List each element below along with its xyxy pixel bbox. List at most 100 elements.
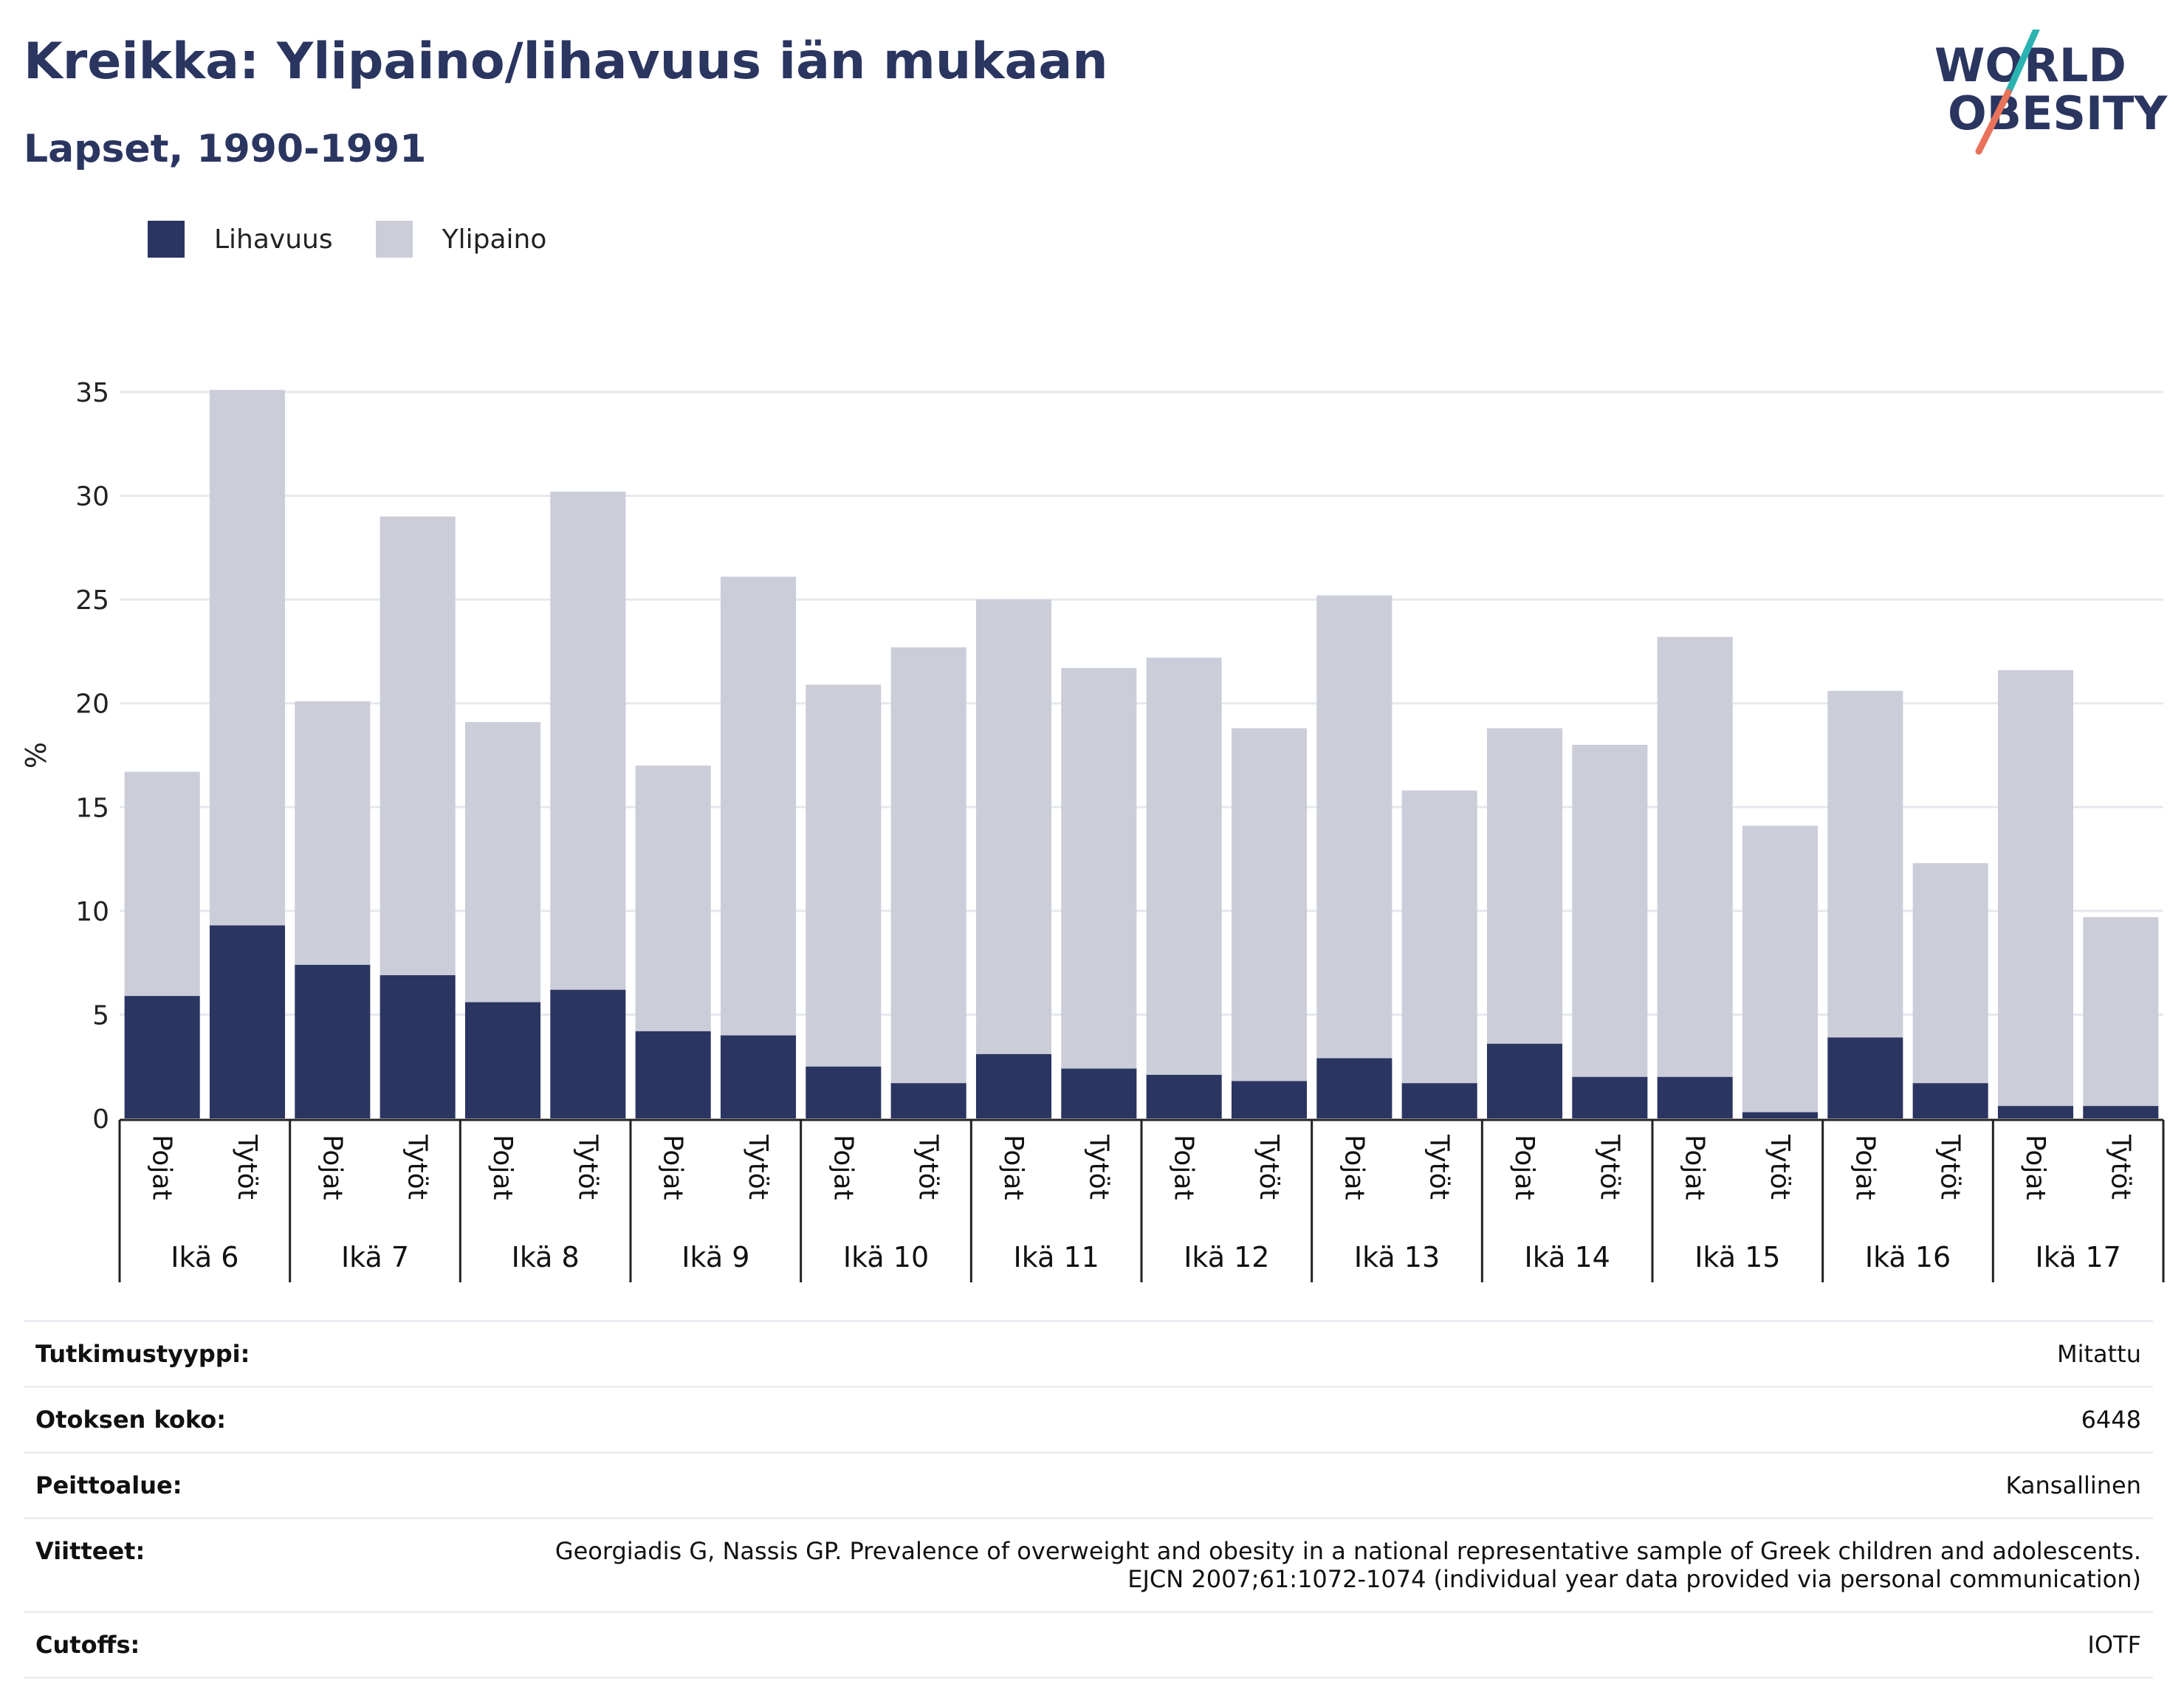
bar-overweight [1912,863,1988,1084]
x-subcategory-label: Pojat [998,1135,1029,1200]
bar-overweight [720,577,797,1036]
bar-overweight [635,766,711,1031]
x-subcategory-label: Tytöt [2105,1134,2135,1200]
y-tick-label: 0 [92,1104,109,1135]
x-subcategory-label: Tytöt [402,1134,433,1200]
x-group-label: Ikä 12 [1184,1241,1269,1273]
logo-stripe-teal [2005,30,2040,96]
y-tick-label: 35 [75,378,109,408]
x-subcategory-label: Tytöt [1935,1134,1965,1200]
bar-obesity [1827,1037,1903,1118]
x-subcategory-label: Pojat [828,1135,858,1200]
logo-stripe-coral [1975,89,2012,155]
bar-obesity [1912,1083,1988,1118]
bar-obesity [1997,1106,2074,1118]
bar-obesity [1572,1076,1648,1118]
bar-overweight [1401,790,1477,1084]
bar-obesity [975,1053,1052,1118]
bar-overweight [1316,595,1393,1059]
details-label: Otoksen koko: [35,1406,227,1434]
details-label: Peittoalue: [35,1471,182,1499]
bar-overweight [890,647,966,1084]
details-label: Viitteet: [35,1537,145,1565]
details-row-coverage: Peittoalue: Kansallinen [24,1451,2153,1517]
world-obesity-logo: WORLD OBESITY [1934,30,2168,155]
x-subcategory-label: Tytöt [232,1134,262,1200]
details-row-cutoffs: Cutoffs: IOTF [24,1611,2153,1679]
bar-overweight [380,516,456,976]
bar-obesity [1486,1043,1563,1118]
legend-item-overweight: Ylipaino [375,221,547,258]
stacked-bar-chart: 0 5 10 15 20 25 30 35% Pojat Tytöt Pojat Tytöt Pojat… [20,378,2165,1282]
x-group-label: Ikä 9 [681,1241,749,1273]
x-subcategory-label: Tytöt [1424,1134,1455,1200]
y-tick-label: 5 [92,1000,109,1031]
bar-obesity [124,996,200,1118]
legend-label-obesity: Lihavuus [214,224,333,255]
x-group-label: Ikä 6 [171,1241,238,1273]
x-subcategory-label: Pojat [2020,1135,2050,1200]
legend-item-obesity: Lihavuus [148,221,333,258]
bar-overweight [2083,917,2159,1107]
bar-obesity [1657,1076,1733,1118]
x-subcategory-label: Pojat [658,1135,688,1200]
bar-obesity [1316,1058,1393,1118]
bar-overweight [1486,728,1563,1044]
x-group-label: Ikä 14 [1525,1241,1610,1273]
bar-overweight [295,701,371,965]
chart-legend: Lihavuus Ylipaino [148,219,589,260]
bar-obesity [209,925,286,1118]
x-group-label: Ikä 16 [1865,1241,1951,1273]
y-tick-label: 15 [75,793,109,823]
details-value: Mitattu [2056,1340,2141,1368]
bar-overweight [1742,825,1819,1113]
x-subcategory-label: Pojat [1509,1135,1539,1200]
bar-overweight [975,599,1052,1054]
bar-obesity [295,964,371,1118]
bar-obesity [550,989,626,1118]
x-subcategory-label: Tytöt [1254,1134,1284,1200]
x-subcategory-label: Pojat [1850,1135,1880,1200]
x-subcategory-label: Tytöt [572,1134,602,1200]
bar-overweight [1657,636,1733,1077]
bar-obesity [2083,1106,2159,1118]
y-axis-label: % [20,742,52,769]
bar-obesity [1742,1112,1819,1118]
legend-label-overweight: Ylipaino [442,224,547,255]
bar-overweight [550,491,626,990]
bar-obesity [720,1035,797,1118]
x-group-label: Ikä 17 [2036,1241,2121,1273]
chart-title: Kreikka: Ylipaino/lihavuus iän mukaan [24,32,1108,91]
bar-overweight [1827,690,1903,1038]
x-subcategory-label: Tytöt [743,1134,773,1200]
bar-obesity [1231,1081,1308,1118]
bar-overweight [1146,657,1222,1075]
y-tick-label: 30 [75,482,109,512]
chart-subtitle: Lapset, 1990-1991 [24,127,427,171]
x-subcategory-label: Tytöt [1594,1134,1624,1200]
x-group-label: Ikä 7 [341,1241,409,1273]
details-value: IOTF [2087,1631,2141,1659]
bar-overweight [1061,667,1137,1069]
x-subcategory-label: Tytöt [913,1134,944,1200]
study-details-table: Tutkimustyyppi: Mitattu Otoksen koko: 64… [24,1320,2153,1679]
bar-overweight [124,771,200,997]
bar-obesity [1146,1074,1222,1118]
x-group-label: Ikä 8 [512,1241,580,1273]
bar-overweight [464,722,541,1003]
details-row-study-type: Tutkimustyyppi: Mitattu [24,1320,2153,1386]
bar-obesity [1061,1068,1137,1118]
bar-obesity [806,1066,882,1118]
x-group-label: Ikä 11 [1014,1241,1099,1273]
details-label: Tutkimustyyppi: [35,1340,250,1368]
bar-obesity [464,1002,541,1118]
y-tick-label: 25 [75,585,109,616]
bar-obesity [890,1083,966,1118]
bar-obesity [380,975,456,1118]
bar-overweight [806,684,882,1067]
x-group-label: Ikä 13 [1354,1241,1440,1273]
bar-overweight [1231,728,1308,1082]
details-label: Cutoffs: [35,1631,140,1659]
x-subcategory-label: Tytöt [1765,1134,1795,1200]
bar-overweight [209,390,286,926]
